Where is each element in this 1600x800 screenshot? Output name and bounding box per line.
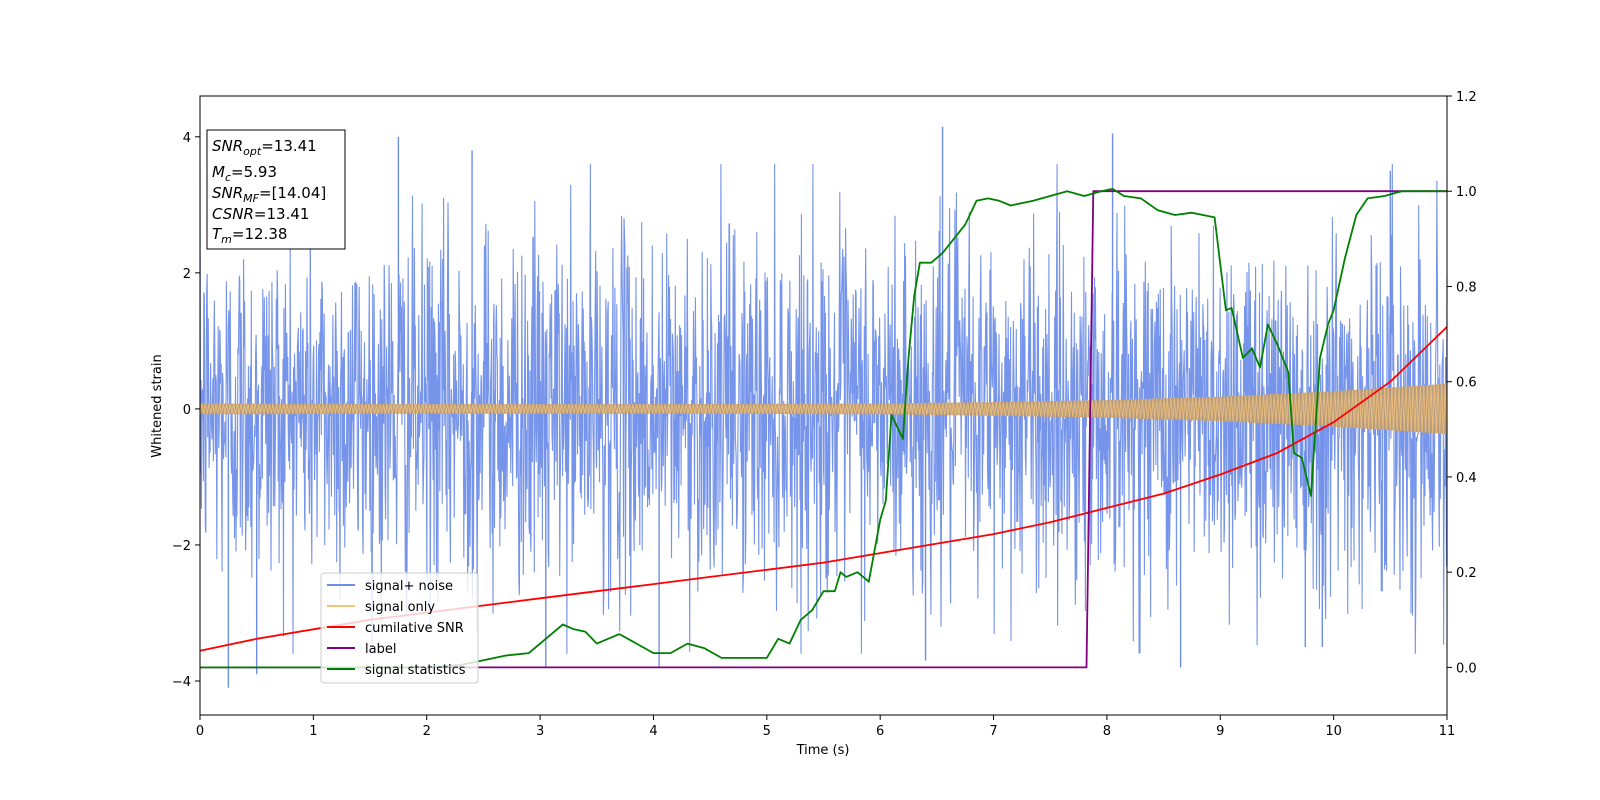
y-tick-label: 2 <box>183 267 191 282</box>
y2-tick-label: 1.0 <box>1456 185 1477 200</box>
signal-noise-series <box>199 126 1448 688</box>
y2-tick-label: 0.4 <box>1456 471 1477 486</box>
annotation-mc-symbol: M <box>212 163 225 181</box>
x-tick-label: 5 <box>763 724 771 739</box>
x-tick-label: 2 <box>423 724 431 739</box>
y-tick-label: −4 <box>172 675 191 690</box>
annotation-snr-opt-symbol: SNR <box>212 137 243 155</box>
legend-label-cumulative-snr: cumilative SNR <box>365 621 464 636</box>
svg-text:CSNR=13.41: CSNR=13.41 <box>212 205 309 223</box>
x-axis-label: Time (s) <box>796 743 850 758</box>
annotation-box: SNRopt=13.41 Mc=5.93 SNRMF=[14.04] CSNR=… <box>206 129 346 250</box>
y2-tick-label: 0.8 <box>1456 280 1477 295</box>
annotation-tm-value: =12.38 <box>232 225 288 243</box>
annotation-mc-value: =5.93 <box>231 163 277 181</box>
legend-label-signal-statistics: signal statistics <box>365 663 466 678</box>
y-tick-label: −2 <box>172 539 191 554</box>
x-tick-label: 1 <box>309 724 317 739</box>
y-tick-label: 4 <box>183 131 191 146</box>
x-tick-label: 8 <box>1103 724 1111 739</box>
signal-only-band <box>200 383 1447 435</box>
y-axis-label: Whitened strain <box>150 354 165 457</box>
svg-text:Mc=5.93: Mc=5.93 <box>212 163 277 184</box>
annotation-snr-opt-sub: opt <box>243 145 262 158</box>
signal-only-series <box>199 383 1448 435</box>
svg-text:SNRopt=13.41: SNRopt=13.41 <box>212 137 317 158</box>
y2-tick-label: 0.2 <box>1456 566 1477 581</box>
signal-noise-line <box>199 163 1448 654</box>
x-tick-label: 7 <box>989 724 997 739</box>
legend-frame <box>320 572 479 684</box>
svg-text:SNRMF=[14.04]: SNRMF=[14.04] <box>212 184 326 205</box>
x-tick-label: 6 <box>876 724 884 739</box>
x-tick-label: 10 <box>1325 724 1342 739</box>
annotation-tm-symbol: T <box>212 225 223 243</box>
x-tick-label: 3 <box>536 724 544 739</box>
annotation-csnr-symbol: CSNR <box>212 205 254 223</box>
svg-text:Tm=12.38: Tm=12.38 <box>212 225 287 246</box>
annotation-snr-mf-symbol: SNR <box>212 184 243 202</box>
label-line <box>200 190 1447 669</box>
plot-frame <box>199 95 1448 716</box>
legend: signal+ noise signal only cumilative SNR… <box>320 572 479 684</box>
x-tick-label: 0 <box>196 724 204 739</box>
y2-tick-label: 1.2 <box>1456 90 1477 105</box>
annotation-frame <box>206 129 346 250</box>
y2-tick-label: 0.6 <box>1456 376 1477 391</box>
x-tick-label: 4 <box>649 724 657 739</box>
legend-label-signal-only: signal only <box>365 600 435 615</box>
signal-statistics-line <box>200 188 1447 669</box>
signal-only-line <box>199 383 1448 435</box>
annotation-mc-sub: c <box>225 171 231 184</box>
legend-label-signal-noise: signal+ noise <box>365 579 453 594</box>
x-tick-label: 11 <box>1439 724 1456 739</box>
x-tick-label: 9 <box>1216 724 1224 739</box>
annotation-snr-mf-sub: MF <box>243 192 259 205</box>
legend-label-label: label <box>365 642 396 657</box>
annotation-csnr-value: =13.41 <box>254 205 310 223</box>
annotation-snr-mf-value: =[14.04] <box>259 184 326 202</box>
annotation-snr-opt-value: =13.41 <box>261 137 317 155</box>
y2-tick-label: 0.0 <box>1456 661 1477 676</box>
annotation-tm-sub: m <box>221 233 232 246</box>
ticks-group: 0 1 2 3 4 5 6 7 8 9 10 11 −4 −2 0 2 4 0.0 0.2 0.4 0.6 0.8 1.0 1… <box>172 90 1477 739</box>
y-tick-label: 0 <box>183 403 191 418</box>
